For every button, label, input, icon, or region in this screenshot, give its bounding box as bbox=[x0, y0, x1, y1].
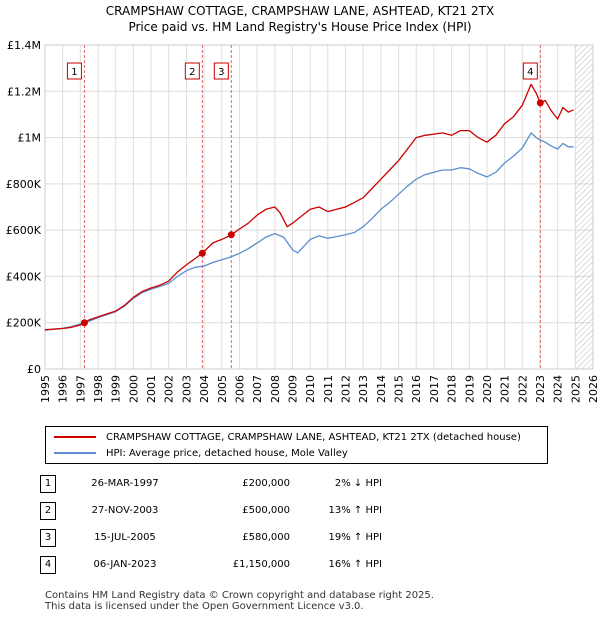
x-tick-label: 2009 bbox=[286, 375, 299, 403]
sale-marker-box bbox=[213, 62, 229, 80]
y-tick-label: £1.4M bbox=[7, 39, 41, 52]
legend-entry-hpi: HPI: Average price, detached house, Mole… bbox=[54, 445, 348, 461]
x-tick-label: 2007 bbox=[251, 375, 264, 403]
footer-line-1: Contains HM Land Registry data © Crown c… bbox=[45, 590, 434, 601]
sale-point bbox=[536, 99, 544, 107]
sale-point bbox=[227, 231, 235, 239]
sale-number-badge: 3 bbox=[40, 528, 56, 547]
x-tick-label: 2010 bbox=[304, 375, 317, 403]
x-tick-label: 2004 bbox=[198, 375, 211, 403]
property-price-line bbox=[44, 83, 574, 331]
x-tick-label: 1998 bbox=[92, 375, 105, 403]
x-tick-label: 2020 bbox=[481, 375, 494, 403]
sale-marker-box bbox=[184, 62, 200, 80]
x-tick-label: 1996 bbox=[57, 375, 70, 403]
table-row: 3 15-JUL-2005 £580,000 19% ↑ HPI bbox=[40, 524, 382, 551]
x-tick-label: 2019 bbox=[463, 375, 476, 403]
x-tick-label: 2017 bbox=[428, 375, 441, 403]
sale-price: £200,000 bbox=[242, 478, 290, 489]
x-tick-label: 2026 bbox=[587, 375, 600, 403]
sale-number-badge: 2 bbox=[40, 501, 56, 520]
table-row: 1 26-MAR-1997 £200,000 2% ↓ HPI bbox=[40, 470, 382, 497]
y-tick-label: £200K bbox=[6, 317, 42, 330]
chart-title: CRAMPSHAW COTTAGE, CRAMPSHAW LANE, ASHTE… bbox=[105, 4, 495, 18]
x-tick-label: 2015 bbox=[393, 375, 406, 403]
x-tick-label: 1995 bbox=[39, 375, 52, 403]
footer-copyright: Contains HM Land Registry data © Crown c… bbox=[45, 590, 434, 612]
sale-marker-box bbox=[66, 62, 82, 80]
x-tick-label: 2011 bbox=[322, 375, 335, 403]
chart-subtitle: Price paid vs. HM Land Registry's House … bbox=[128, 20, 472, 34]
legend-swatch-property bbox=[54, 436, 96, 438]
y-tick-label: £1.2M bbox=[7, 85, 41, 98]
x-tick-label: 2003 bbox=[180, 375, 193, 403]
chart-legend: CRAMPSHAW COTTAGE, CRAMPSHAW LANE, ASHTE… bbox=[45, 426, 548, 464]
legend-label-hpi: HPI: Average price, detached house, Mole… bbox=[106, 447, 348, 459]
x-tick-label: 1997 bbox=[74, 375, 87, 403]
x-tick-label: 2001 bbox=[145, 375, 158, 403]
x-tick-label: 2008 bbox=[269, 375, 282, 403]
price-chart: £0 £200K £400K £600K £800K £1M £1.2M £1.4M 1995 1… bbox=[6, 39, 600, 403]
sale-number-badge: 4 bbox=[40, 555, 56, 574]
y-tick-label: £1M bbox=[18, 132, 42, 145]
sale-date: 27-NOV-2003 bbox=[91, 505, 159, 516]
x-tick-label: 2023 bbox=[534, 375, 547, 403]
x-tick-label: 2018 bbox=[446, 375, 459, 403]
x-tick-label: 2005 bbox=[216, 375, 229, 403]
x-tick-label: 2022 bbox=[516, 375, 529, 403]
y-tick-label: £800K bbox=[6, 178, 42, 191]
sale-marker-label: 1 bbox=[71, 67, 77, 78]
sale-hpi-diff: 2% ↓ HPI bbox=[334, 478, 382, 489]
legend-swatch-hpi bbox=[54, 452, 96, 454]
x-tick-label: 2024 bbox=[552, 375, 565, 403]
sale-price: £500,000 bbox=[242, 505, 290, 516]
x-tick-label: 2006 bbox=[233, 375, 246, 403]
x-tick-label: 2000 bbox=[127, 375, 140, 403]
footer-line-2: This data is licensed under the Open Gov… bbox=[45, 601, 364, 612]
x-tick-label: 2014 bbox=[375, 375, 388, 403]
sale-marker-label: 4 bbox=[527, 67, 533, 78]
future-hatch-region bbox=[575, 45, 593, 369]
x-tick-label: 2012 bbox=[340, 375, 353, 403]
sale-price: £1,150,000 bbox=[232, 559, 290, 570]
x-tick-label: 2016 bbox=[410, 375, 423, 403]
table-row: 2 27-NOV-2003 £500,000 13% ↑ HPI bbox=[40, 497, 382, 524]
table-row: 4 06-JAN-2023 £1,150,000 16% ↑ HPI bbox=[40, 551, 382, 578]
sale-date: 15-JUL-2005 bbox=[94, 532, 156, 543]
sale-date: 26-MAR-1997 bbox=[91, 478, 159, 489]
sale-point bbox=[198, 249, 206, 257]
x-tick-label: 2013 bbox=[357, 375, 370, 403]
legend-entry-property: CRAMPSHAW COTTAGE, CRAMPSHAW LANE, ASHTE… bbox=[54, 429, 521, 445]
sale-marker-label: 3 bbox=[218, 67, 224, 78]
y-tick-label: £0 bbox=[27, 363, 41, 376]
sale-point bbox=[80, 319, 88, 327]
sale-hpi-diff: 16% ↑ HPI bbox=[328, 559, 382, 570]
y-tick-label: £600K bbox=[6, 224, 42, 237]
x-tick-label: 1999 bbox=[110, 375, 123, 403]
sales-table: 1 26-MAR-1997 £200,000 2% ↓ HPI 2 27-NOV… bbox=[40, 470, 382, 578]
sale-date: 06-JAN-2023 bbox=[93, 559, 157, 570]
plot-border bbox=[44, 44, 594, 370]
y-tick-label: £400K bbox=[6, 270, 42, 283]
sale-hpi-diff: 13% ↑ HPI bbox=[328, 505, 382, 516]
sale-marker-label: 2 bbox=[189, 67, 195, 78]
hpi-line bbox=[44, 132, 574, 331]
x-tick-label: 2021 bbox=[499, 375, 512, 403]
x-tick-label: 2002 bbox=[163, 375, 176, 403]
x-tick-label: 2025 bbox=[569, 375, 582, 403]
legend-label-property: CRAMPSHAW COTTAGE, CRAMPSHAW LANE, ASHTE… bbox=[106, 431, 521, 443]
sale-price: £580,000 bbox=[242, 532, 290, 543]
sale-hpi-diff: 19% ↑ HPI bbox=[328, 532, 382, 543]
sale-marker-box bbox=[522, 62, 538, 80]
sale-number-badge: 1 bbox=[40, 474, 56, 493]
